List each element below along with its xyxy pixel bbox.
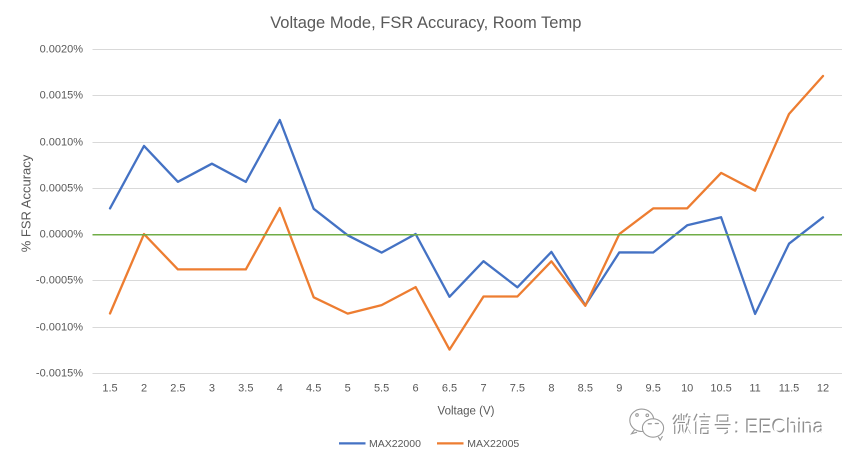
svg-text:11.5: 11.5 [779, 383, 800, 395]
svg-text:8: 8 [548, 383, 554, 395]
svg-text:2: 2 [141, 383, 147, 395]
svg-text:9.5: 9.5 [646, 383, 661, 395]
svg-text:12: 12 [817, 383, 829, 395]
svg-text:1.5: 1.5 [102, 383, 117, 395]
svg-text:5.5: 5.5 [374, 383, 389, 395]
svg-text:10: 10 [681, 383, 693, 395]
svg-text:: EEChina: : EEChina [734, 416, 825, 438]
svg-text:Voltage Mode, FSR Accuracy, Ro: Voltage Mode, FSR Accuracy, Room Temp [270, 14, 581, 32]
svg-text:6.5: 6.5 [442, 383, 457, 395]
svg-text:7.5: 7.5 [510, 383, 525, 395]
svg-text:-0.0005%: -0.0005% [36, 275, 83, 287]
svg-text:0.0000%: 0.0000% [40, 229, 84, 241]
svg-text:0.0005%: 0.0005% [40, 183, 84, 195]
svg-text:-0.0015%: -0.0015% [36, 368, 83, 380]
svg-text:5: 5 [345, 383, 351, 395]
svg-text:Voltage (V): Voltage (V) [438, 405, 495, 417]
svg-text:7: 7 [480, 383, 486, 395]
svg-text:-0.0010%: -0.0010% [36, 322, 83, 334]
svg-text:3: 3 [209, 383, 215, 395]
svg-text:11: 11 [749, 383, 760, 395]
svg-text:10.5: 10.5 [710, 383, 731, 395]
svg-text:% FSR Accuracy: % FSR Accuracy [18, 154, 33, 252]
svg-text:6: 6 [413, 383, 419, 395]
svg-text:2.5: 2.5 [170, 383, 185, 395]
svg-text:9: 9 [616, 383, 622, 395]
svg-text:0.0010%: 0.0010% [40, 137, 84, 149]
svg-text:0.0015%: 0.0015% [40, 90, 84, 102]
svg-text:MAX22005: MAX22005 [467, 438, 519, 450]
svg-text:: EEChina: : EEChina [735, 417, 826, 439]
svg-text:4: 4 [277, 383, 283, 395]
svg-text:MAX22000: MAX22000 [369, 438, 421, 450]
svg-text:4.5: 4.5 [306, 383, 321, 395]
svg-text:0.0020%: 0.0020% [40, 44, 84, 56]
svg-text:3.5: 3.5 [238, 383, 253, 395]
svg-text:8.5: 8.5 [578, 383, 593, 395]
